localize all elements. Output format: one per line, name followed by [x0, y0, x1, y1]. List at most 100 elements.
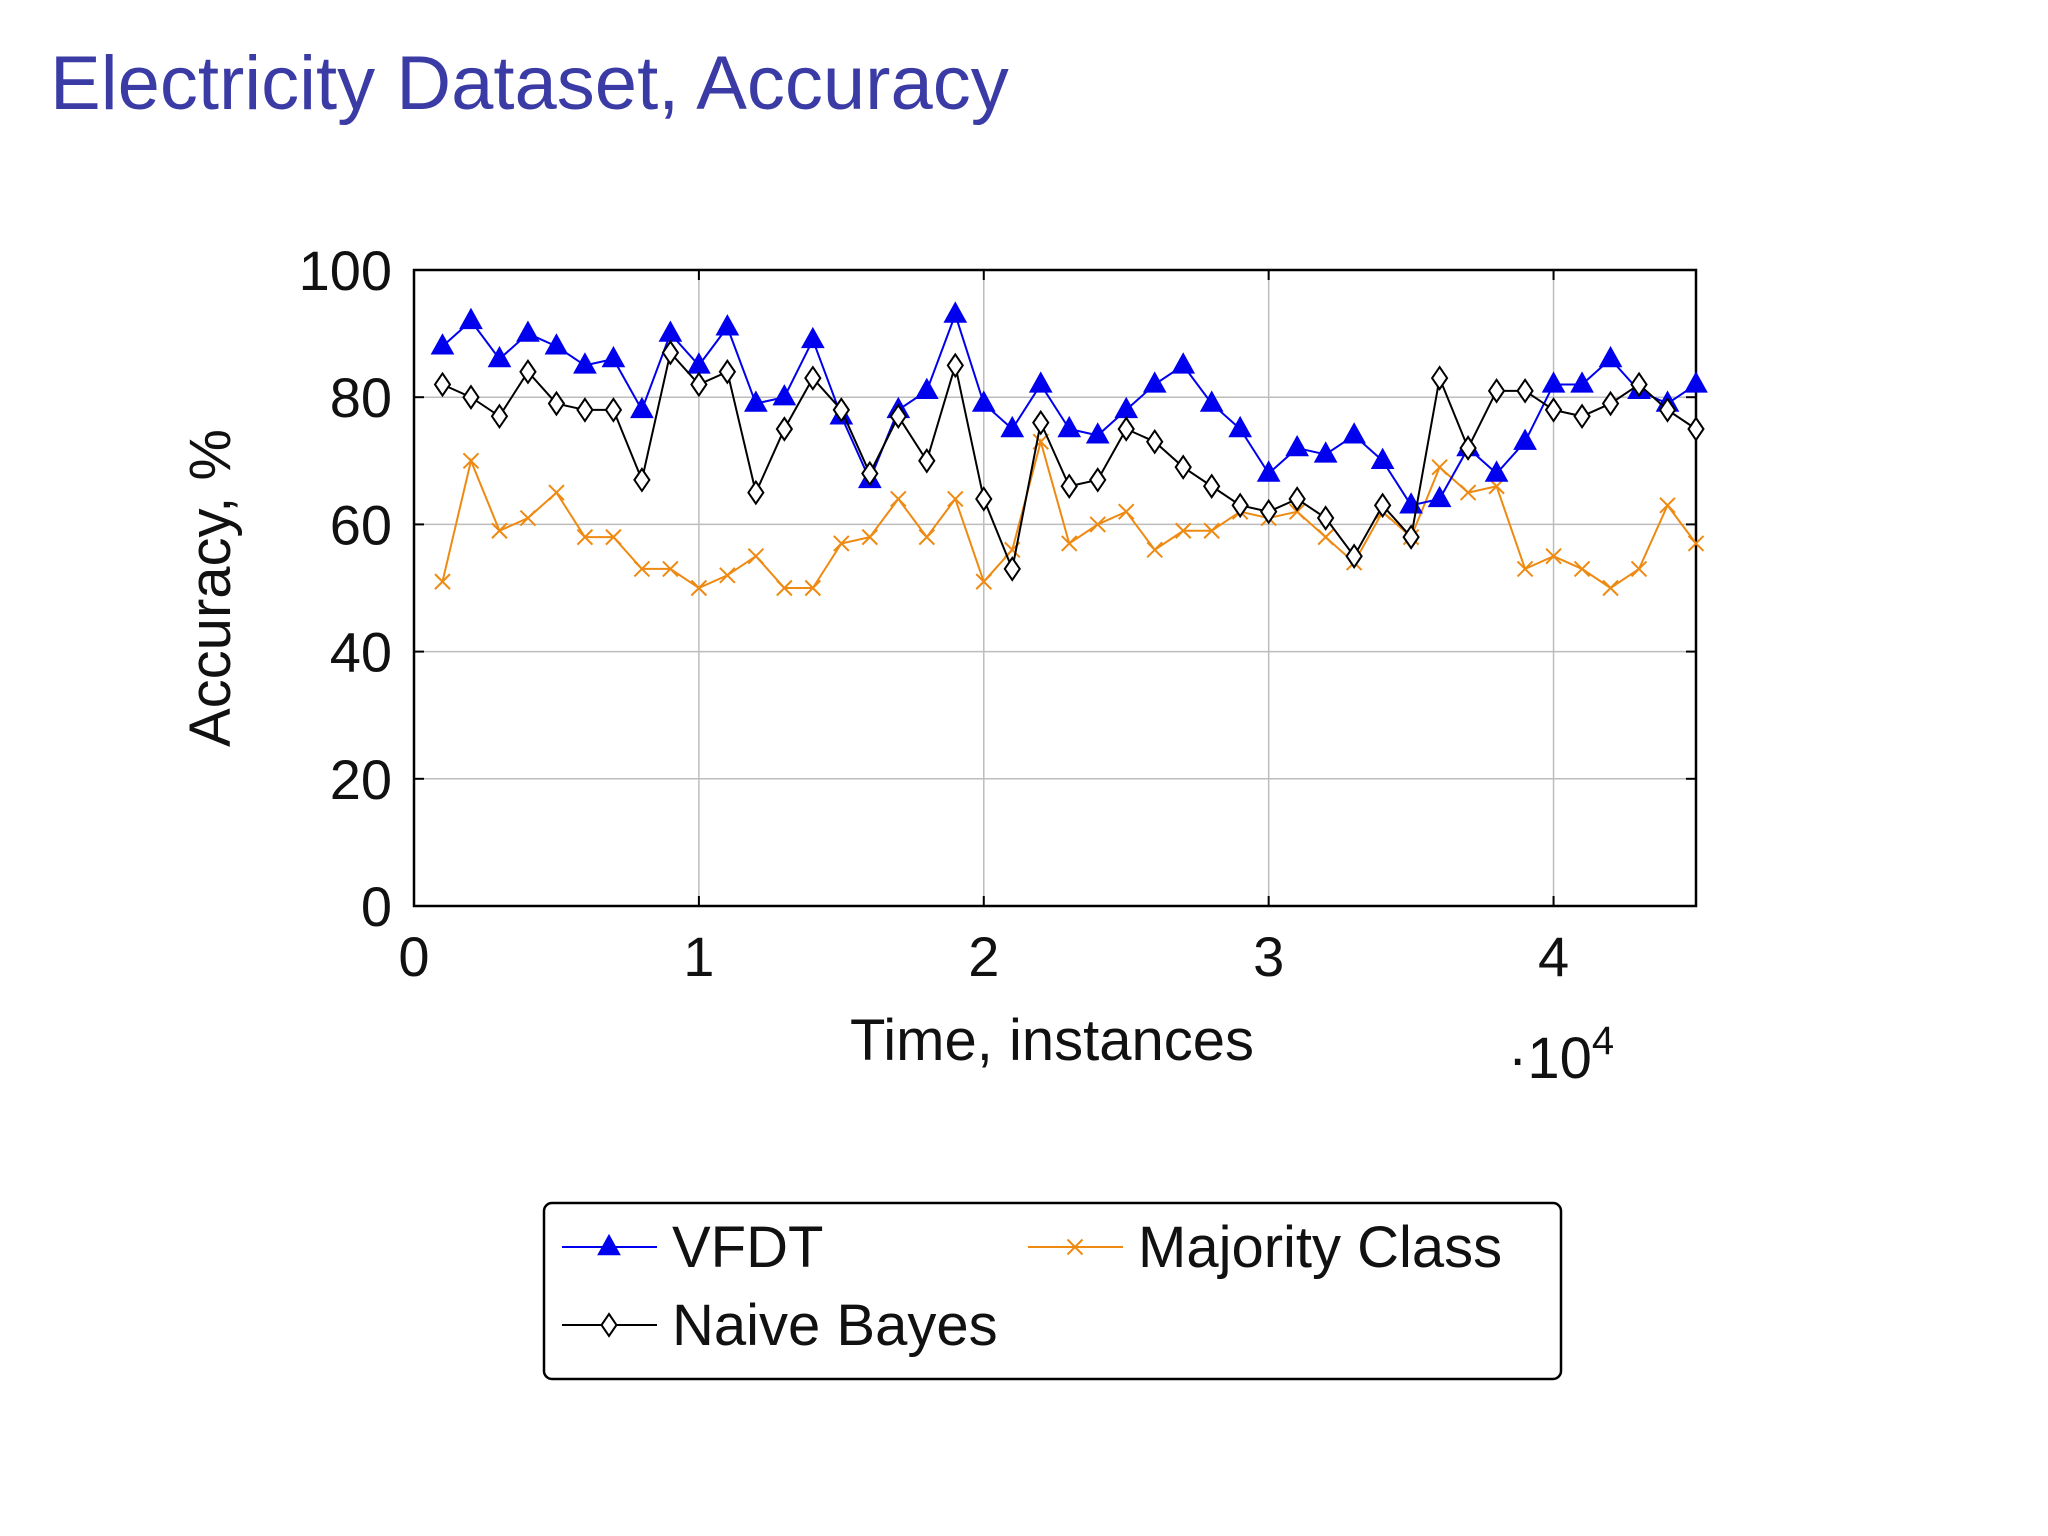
data-point-majority-class	[633, 560, 651, 578]
data-point-majority-class	[833, 535, 850, 552]
data-point-vfdt	[1085, 422, 1110, 444]
data-point-vfdt	[1199, 390, 1224, 412]
slide-title: Electricity Dataset, Accuracy	[50, 41, 1009, 126]
data-point-majority-class	[1203, 522, 1220, 539]
data-point-majority-class	[776, 579, 793, 597]
series-vfdt	[430, 301, 1708, 514]
legend-marker-vfdt	[597, 1233, 621, 1256]
x-axis-multiplier: ·104	[1508, 1019, 1614, 1091]
data-point-majority-class	[1459, 484, 1477, 501]
data-point-naive-bayes	[775, 416, 794, 442]
data-point-majority-class	[1317, 528, 1334, 546]
data-point-majority-class	[690, 579, 708, 597]
series-naive-bayes	[433, 339, 1705, 582]
data-point-majority-class	[434, 573, 451, 590]
data-point-naive-bayes	[690, 371, 708, 398]
data-point-naive-bayes	[1117, 416, 1135, 442]
data-point-naive-bayes	[1003, 556, 1021, 582]
data-point-naive-bayes	[433, 371, 452, 398]
data-point-majority-class	[548, 484, 565, 501]
data-point-naive-bayes	[1060, 473, 1078, 500]
data-point-vfdt	[772, 384, 797, 406]
data-point-vfdt	[573, 352, 597, 374]
data-point-majority-class	[462, 452, 480, 470]
data-point-majority-class	[1146, 541, 1163, 559]
data-point-naive-bayes	[1402, 524, 1420, 550]
x-axis-ticks: 0 1 2 3 4	[398, 270, 1569, 988]
data-point-vfdt	[1570, 371, 1594, 393]
data-point-naive-bayes	[490, 403, 509, 430]
data-point-naive-bayes	[1288, 486, 1306, 512]
x-tick-label: 0	[398, 925, 429, 988]
data-point-naive-bayes	[1089, 467, 1107, 493]
data-point-vfdt	[1370, 447, 1395, 469]
data-point-majority-class	[719, 567, 736, 584]
data-point-vfdt	[1313, 441, 1338, 463]
data-point-naive-bayes	[547, 390, 566, 417]
y-tick-label: 60	[330, 493, 392, 556]
data-point-vfdt	[1171, 352, 1196, 374]
data-point-majority-class	[1118, 503, 1135, 520]
data-point-vfdt	[1000, 415, 1025, 438]
x-tick-label: 4	[1538, 925, 1569, 988]
data-point-majority-class	[947, 490, 964, 508]
data-point-naive-bayes	[462, 384, 480, 410]
data-point-naive-bayes	[1032, 409, 1050, 436]
data-point-vfdt	[516, 320, 540, 342]
data-point-naive-bayes	[633, 467, 651, 493]
data-point-naive-bayes	[576, 397, 594, 423]
series-layer	[430, 301, 1708, 597]
data-point-vfdt	[1142, 371, 1167, 393]
data-point-naive-bayes	[1174, 454, 1192, 480]
data-point-majority-class	[1687, 535, 1705, 552]
data-point-naive-bayes	[1630, 371, 1648, 398]
data-point-majority-class	[861, 528, 879, 546]
data-point-vfdt	[1684, 371, 1708, 393]
y-tick-label: 40	[330, 621, 392, 684]
data-point-vfdt	[459, 307, 483, 330]
x-tick-label: 2	[968, 925, 999, 988]
data-point-naive-bayes	[661, 339, 680, 366]
x-multiplier-exponent: 4	[1592, 1019, 1614, 1063]
data-point-vfdt	[1114, 396, 1139, 419]
data-point-naive-bayes	[1544, 397, 1563, 423]
data-point-vfdt	[1342, 422, 1366, 444]
data-point-naive-bayes	[604, 397, 623, 423]
data-point-vfdt	[1541, 371, 1566, 393]
data-point-majority-class	[662, 560, 679, 578]
data-point-naive-bayes	[975, 486, 993, 512]
data-point-majority-class	[1602, 579, 1619, 597]
y-tick-label: 0	[361, 875, 392, 938]
data-point-vfdt	[1484, 460, 1509, 482]
series-majority-class	[434, 433, 1705, 597]
data-point-naive-bayes	[1430, 365, 1449, 391]
data-point-majority-class	[890, 490, 907, 508]
plot-frame	[412, 268, 1698, 908]
data-point-majority-class	[519, 509, 537, 527]
legend-label-naive-bayes: Naive Bayes	[672, 1293, 998, 1358]
data-point-majority-class	[605, 528, 622, 546]
data-point-majority-class	[747, 547, 765, 565]
data-point-vfdt	[1513, 428, 1537, 450]
data-point-vfdt	[1057, 415, 1082, 438]
data-point-naive-bayes	[1316, 505, 1335, 531]
data-point-vfdt	[943, 301, 968, 323]
data-point-naive-bayes	[1259, 498, 1278, 525]
data-point-vfdt	[744, 390, 768, 412]
series-line-majority-class	[441, 437, 1697, 590]
y-tick-label: 80	[330, 366, 392, 429]
data-point-naive-bayes	[1345, 543, 1363, 569]
data-point-vfdt	[487, 345, 512, 368]
legend-marker-majority-class	[1066, 1238, 1084, 1256]
x-multiplier-base: ·10	[1508, 1026, 1592, 1091]
data-point-vfdt	[971, 390, 996, 412]
data-point-naive-bayes	[1601, 390, 1620, 417]
legend-entry-vfdt: VFDT	[562, 1215, 823, 1280]
data-point-majority-class	[1545, 547, 1562, 565]
data-point-naive-bayes	[1202, 473, 1221, 500]
data-point-vfdt	[430, 333, 455, 355]
data-point-naive-bayes	[918, 448, 936, 474]
data-point-vfdt	[1427, 485, 1452, 508]
data-point-majority-class	[1431, 458, 1448, 476]
y-axis-ticks: 0 20 40 60 80 100	[299, 239, 1696, 938]
